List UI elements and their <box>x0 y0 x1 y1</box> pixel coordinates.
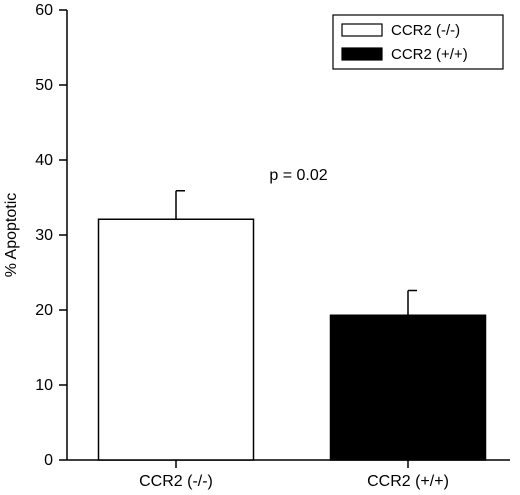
annotations: p = 0.02 <box>269 167 327 184</box>
legend: CCR2 (-/-) CCR2 (+/+) <box>332 14 504 70</box>
legend-label-1: CCR2 (-/-) <box>391 22 460 39</box>
y-tick-label: 50 <box>35 77 53 94</box>
y-axis-label: % Apoptotic <box>3 193 20 278</box>
bar-2 <box>329 314 487 461</box>
y-tick-label: 0 <box>44 452 53 469</box>
y-tick-label: 40 <box>35 152 53 169</box>
x-ticks: CCR2 (-/-) CCR2 (+/+) <box>139 460 449 490</box>
p-value-annotation: p = 0.02 <box>269 167 327 184</box>
legend-swatch-2 <box>341 47 383 61</box>
plot-area: 0 10 20 30 40 50 60 CCR2 (-/-) CCR2 (+/+) <box>35 2 510 490</box>
error-bars <box>175 190 417 316</box>
y-tick-label: 60 <box>35 2 53 19</box>
y-tick-label: 30 <box>35 227 53 244</box>
legend-swatch-1 <box>341 23 383 37</box>
y-tick-label: 10 <box>35 377 53 394</box>
bar-1 <box>97 218 255 461</box>
legend-label-2: CCR2 (+/+) <box>391 46 468 63</box>
x-tick-label: CCR2 (+/+) <box>367 473 449 490</box>
bars <box>97 218 487 461</box>
y-ticks: 0 10 20 30 40 50 60 <box>35 2 67 469</box>
x-tick-label: CCR2 (-/-) <box>139 473 213 490</box>
y-tick-label: 20 <box>35 302 53 319</box>
